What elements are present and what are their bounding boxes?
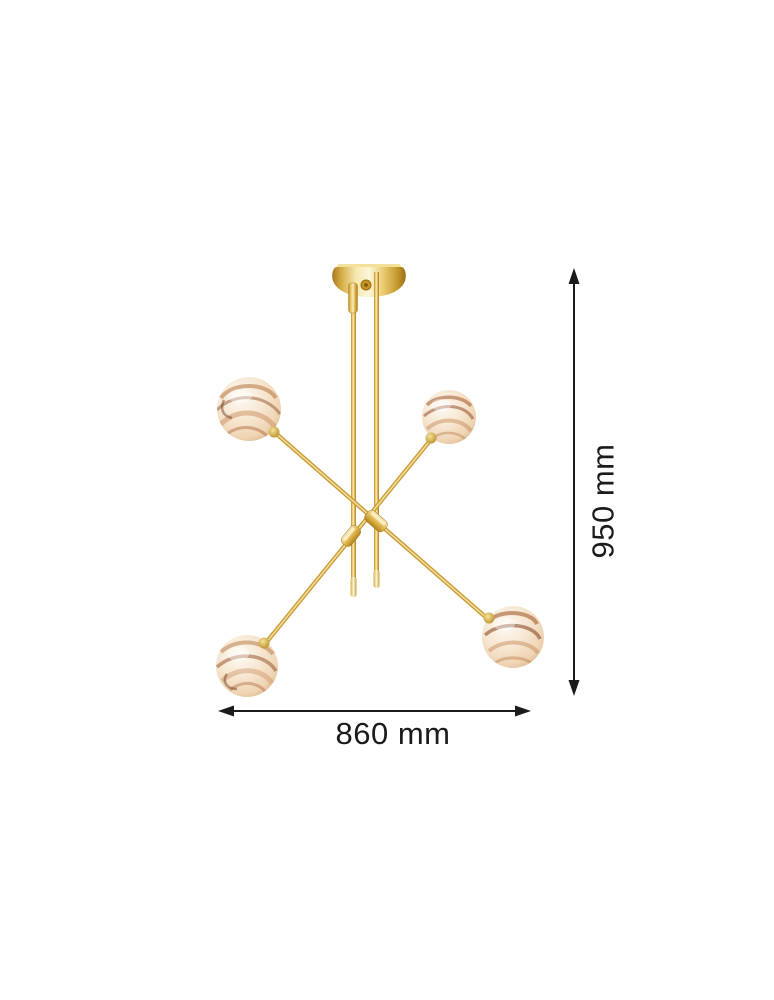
height-dimension: 950 mm xyxy=(568,268,621,696)
arrow-down-icon xyxy=(568,680,580,696)
socket-upper-left xyxy=(268,426,280,438)
left-rod-sleeve xyxy=(348,282,358,314)
arrow-up-icon xyxy=(568,268,580,284)
globe-swirls xyxy=(217,384,281,439)
left-rod xyxy=(351,294,356,580)
glass-globe-lower-left xyxy=(216,635,278,697)
globe-swirls xyxy=(216,640,278,693)
arrow-right-icon xyxy=(515,705,531,717)
glass-globe-upper-left xyxy=(217,377,281,441)
socket-lower-left xyxy=(258,637,270,649)
glass-globe-lower-right xyxy=(482,606,544,668)
right-rod xyxy=(374,272,379,572)
pivot-knuckle-right xyxy=(364,509,388,533)
diagonal-arms xyxy=(262,427,492,647)
socket-upper-right xyxy=(425,432,437,444)
chandelier xyxy=(216,264,544,697)
glass-globe-upper-right xyxy=(422,390,476,444)
ceiling-canopy xyxy=(332,264,406,297)
globe-sockets xyxy=(258,426,495,649)
left-rod-end-cap xyxy=(350,577,357,597)
socket-lower-right xyxy=(483,612,495,624)
suspension-rods xyxy=(348,272,380,597)
canopy-screw-hole xyxy=(364,283,368,287)
width-dimension-label: 860 mm xyxy=(336,716,451,751)
width-dimension: 860 mm xyxy=(218,705,531,751)
arrow-left-icon xyxy=(218,705,234,717)
height-dimension-label: 950 mm xyxy=(586,444,621,559)
pivot-knuckle-left xyxy=(340,525,362,547)
right-rod-end-cap xyxy=(373,570,380,588)
